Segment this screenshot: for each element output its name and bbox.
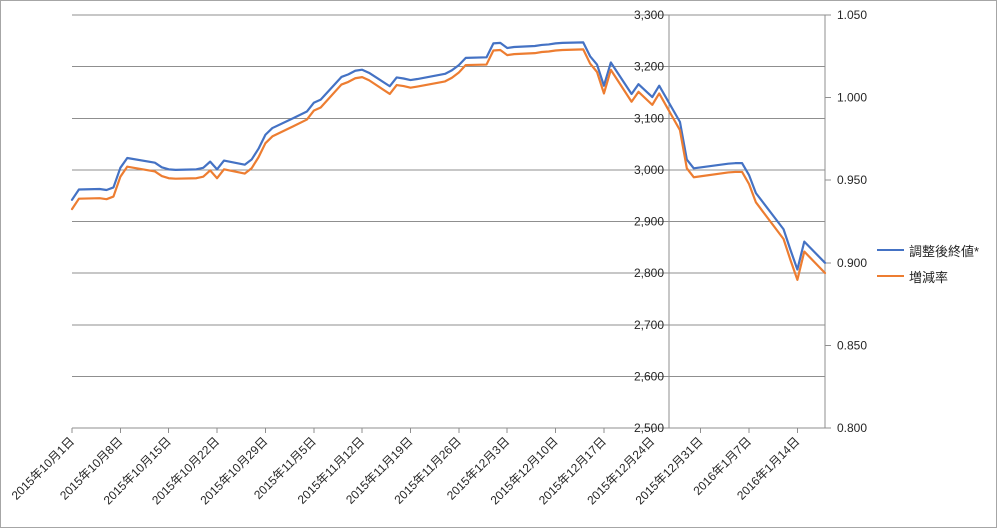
legend-item-adjusted-close[interactable]: 調整後終値* (877, 239, 979, 261)
series-line-adjusted-close (70, 41, 827, 271)
right-axis-label: 0.850 (837, 338, 867, 352)
legend: 調整後終値* 増減率 (877, 239, 979, 287)
legend-line-sample-blue (877, 249, 904, 251)
left-axis-label: 2,900 (634, 215, 664, 229)
left-axis-label: 2,500 (634, 421, 664, 435)
left-axis-label: 3,200 (634, 60, 664, 74)
left-axis-label: 2,600 (634, 369, 664, 383)
left-axis-label: 3,300 (634, 8, 664, 22)
legend-label: 調整後終値* (909, 243, 980, 259)
left-axis-label: 3,000 (634, 163, 664, 177)
series-line-change-ratio (70, 48, 827, 281)
legend-line-sample-orange (877, 275, 904, 277)
left-axis-label: 3,100 (634, 111, 664, 125)
legend-item-change-ratio[interactable]: 増減率 (877, 265, 979, 287)
legend-label: 増減率 (909, 269, 949, 285)
right-axis-label: 1.000 (837, 91, 867, 105)
left-axis-label: 2,800 (634, 266, 664, 280)
right-axis-label: 0.800 (837, 421, 867, 435)
right-axis-label: 1.050 (837, 8, 867, 22)
left-axis-label: 2,700 (634, 318, 664, 332)
right-axis-label: 0.950 (837, 173, 867, 187)
right-axis-label: 0.900 (837, 256, 867, 270)
